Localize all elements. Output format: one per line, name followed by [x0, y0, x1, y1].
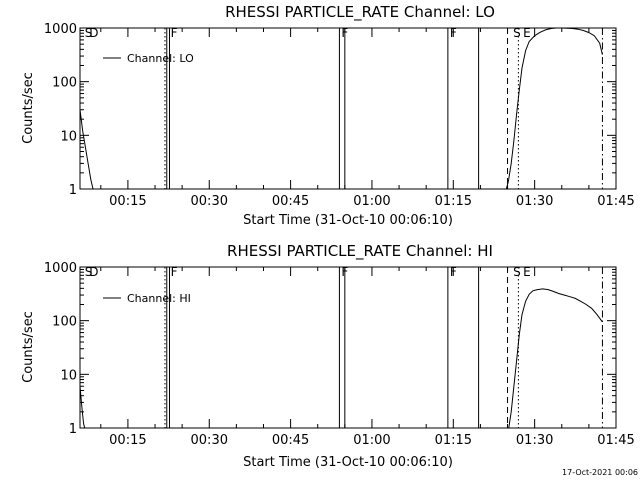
x-tick-label: 01:00	[353, 194, 390, 209]
flag-marker: D	[89, 26, 98, 40]
x-tick-label: 01:45	[597, 433, 634, 448]
x-tick-label: 00:45	[272, 433, 309, 448]
chart-title: RHESSI PARTICLE_RATE Channel: LO	[225, 3, 495, 22]
y-tick-label: 10	[60, 129, 77, 144]
y-tick-label: 100	[52, 76, 77, 91]
y-tick-label: 1000	[44, 261, 77, 276]
plot-frame	[79, 266, 617, 429]
y-tick-label: 1	[69, 422, 77, 437]
plot-marks: SDFFFSE110100100000:1500:3000:4501:0001:…	[44, 261, 635, 448]
flag-marker: E	[523, 265, 531, 279]
x-tick-label: 00:15	[109, 194, 146, 209]
x-tick-label: 00:45	[272, 194, 309, 209]
chart-panel-lo: RHESSI PARTICLE_RATE Channel: LO SDFFFSE…	[21, 3, 635, 228]
y-tick-label: 100	[52, 315, 77, 330]
flag-marker: F	[171, 265, 178, 279]
x-tick-label: 01:30	[516, 433, 553, 448]
y-axis-label: Counts/sec	[21, 72, 36, 144]
x-axis-label: Start Time (31-Oct-10 00:06:10)	[243, 213, 453, 228]
flag-marker: F	[341, 26, 348, 40]
chart-title: RHESSI PARTICLE_RATE Channel: HI	[227, 242, 493, 261]
y-axis-label: Counts/sec	[21, 311, 36, 383]
flag-marker: F	[341, 265, 348, 279]
x-tick-label: 00:15	[109, 433, 146, 448]
legend-label: Channel: LO	[127, 52, 194, 65]
chart-panel-hi: RHESSI PARTICLE_RATE Channel: HI SDFFFSE…	[21, 242, 635, 470]
x-tick-label: 01:15	[435, 433, 472, 448]
flag-marker: S	[513, 26, 521, 40]
y-tick-label: 1	[69, 183, 77, 198]
flag-marker: F	[171, 26, 178, 40]
flag-marker: S	[513, 265, 521, 279]
flag-marker: D	[89, 265, 98, 279]
plot-marks: SDFFFSE110100100000:1500:3000:4501:0001:…	[44, 22, 635, 209]
flag-marker: S	[85, 26, 93, 40]
x-tick-label: 00:30	[191, 433, 228, 448]
x-tick-label: 01:15	[435, 194, 472, 209]
x-tick-label: 00:30	[191, 194, 228, 209]
x-tick-label: 01:45	[597, 194, 634, 209]
series-line	[505, 28, 603, 189]
plot-frame	[79, 27, 617, 190]
x-tick-label: 01:30	[516, 194, 553, 209]
y-tick-label: 1000	[44, 22, 77, 37]
series-line	[508, 288, 603, 428]
series-line	[80, 109, 94, 189]
legend-label: Channel: HI	[127, 292, 191, 305]
flag-marker: E	[523, 26, 531, 40]
series-line	[80, 386, 86, 428]
flag-marker: S	[85, 265, 93, 279]
footer-timestamp: 17-Oct-2021 00:06	[562, 468, 638, 477]
x-axis-label: Start Time (31-Oct-10 00:06:10)	[243, 455, 453, 470]
y-tick-label: 10	[60, 368, 77, 383]
x-tick-label: 01:00	[353, 433, 390, 448]
